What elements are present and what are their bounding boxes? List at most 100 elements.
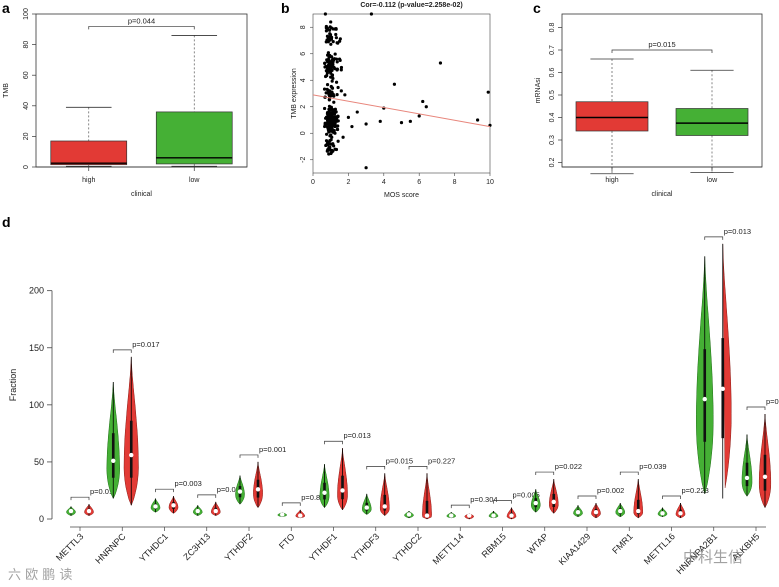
pvalue-label: p=0.005	[513, 491, 540, 500]
scatter-point	[335, 92, 339, 97]
scatter-point	[335, 68, 339, 72]
scatter-point	[476, 118, 480, 122]
pvalue-bracket	[493, 500, 512, 504]
y-tick-label: 0.6	[549, 68, 556, 78]
x-tick-label: 10	[486, 179, 494, 186]
pvalue-label: p=0.017	[132, 340, 159, 349]
x-tick-label: RBM15	[480, 531, 508, 559]
scatter-point	[322, 87, 327, 91]
y-tick-label: 80	[23, 41, 30, 49]
violin-median-dot	[322, 490, 327, 495]
pvalue-label: p=0.022	[555, 462, 582, 471]
scatter-point	[326, 51, 331, 55]
x-tick-label: low	[189, 177, 200, 184]
pvalue-label: p=0.015	[386, 456, 413, 465]
x-tick-label: METTL3	[54, 531, 85, 562]
x-tick-label: 2	[346, 179, 350, 186]
x-tick-label: 4	[382, 179, 386, 186]
y-tick-label: 4	[300, 78, 307, 82]
x-tick-label: 6	[417, 179, 421, 186]
violin-median-dot	[551, 499, 556, 505]
pvalue-label: p=0.227	[428, 456, 455, 465]
watermark-left: 六 欧 鹏 读	[8, 568, 73, 583]
scatter-point	[339, 68, 343, 72]
pvalue-bracket	[619, 471, 639, 476]
pvalue-bracket	[155, 488, 174, 493]
panel-b-scatter: Cor=-0.112 (p-value=2.258e-02) -2 0 2 4 6 8 0 2 4…	[291, 2, 494, 199]
y-tick-label: 0.2	[549, 158, 556, 168]
scatter-point	[438, 61, 443, 65]
x-tick-label: YTHDF2	[223, 531, 255, 563]
violin-median-dot	[762, 474, 768, 479]
y-tick-label: 0	[23, 165, 30, 169]
pvalue-label: p=0.013	[344, 431, 371, 440]
scatter-point	[326, 36, 330, 40]
scatter-point	[327, 152, 331, 156]
scatter-point	[424, 105, 428, 109]
violin-median-dot	[491, 513, 496, 518]
pvalue-label: p=0.039	[217, 485, 244, 494]
violin-median-dot	[171, 503, 176, 508]
pvalue-label: p=0.001	[259, 445, 286, 454]
scatter-point	[324, 29, 329, 33]
chart-title: Cor=-0.112 (p-value=2.258e-02)	[360, 2, 462, 9]
scatter-point	[327, 28, 332, 32]
scatter-point	[328, 68, 332, 72]
scatter-point	[323, 124, 327, 129]
pvalue-bracket	[662, 495, 681, 500]
y-tick-label: 8	[300, 25, 307, 29]
scatter-point	[335, 41, 339, 45]
pvalue-bracket	[281, 502, 301, 506]
box-high	[575, 101, 649, 132]
plot-frame	[561, 13, 763, 168]
x-tick-label: 8	[453, 179, 457, 186]
scatter-point	[417, 114, 421, 118]
scatter-point	[364, 166, 368, 170]
y-tick-label: 100	[23, 8, 30, 20]
scatter-point	[334, 27, 338, 31]
pvalue-bracket	[450, 504, 470, 509]
pvalue-bracket	[112, 349, 132, 353]
pvalue-bracket	[577, 495, 597, 500]
scatter-point	[335, 60, 339, 64]
y-tick-label: 200	[29, 286, 44, 296]
scatter-point	[339, 65, 344, 70]
violin-body	[722, 243, 732, 488]
y-tick-label: 0	[39, 514, 44, 524]
scatter-point	[323, 121, 327, 125]
scatter-point	[355, 110, 359, 114]
violin-median-dot	[533, 500, 538, 506]
scatter-point	[338, 58, 342, 62]
scatter-point	[329, 35, 333, 39]
scatter-point	[364, 122, 368, 126]
scatter-point	[329, 118, 333, 122]
violin-iqr-box	[341, 475, 344, 500]
watermark-right: 中科生信	[683, 548, 744, 566]
scatter-point	[392, 82, 397, 86]
pvalue-label: p=0.044	[128, 16, 155, 25]
scatter-point	[326, 148, 330, 152]
scatter-point	[330, 86, 335, 90]
violin-median-dot	[618, 508, 623, 514]
violin-median-dot	[382, 504, 387, 509]
x-tick-label: low	[707, 177, 718, 184]
scatter-point	[330, 79, 334, 83]
pvalue-label: p=0.304	[470, 495, 497, 504]
pvalue-label: p=0.039	[639, 462, 666, 471]
scatter-point	[336, 139, 340, 143]
y-axis-title: TMB	[3, 83, 10, 98]
panel-label-c: c	[533, 0, 541, 16]
scatter-point	[326, 123, 331, 127]
violin-median-dot	[636, 508, 641, 514]
scatter-point	[334, 57, 339, 61]
scatter-point	[408, 119, 412, 123]
x-axis-title: clinical	[651, 191, 672, 198]
scatter-point	[328, 139, 332, 143]
violin-iqr-box	[111, 433, 115, 478]
pvalue-bracket	[324, 440, 343, 445]
scatter-point	[328, 33, 333, 37]
scatter-point	[329, 42, 333, 46]
x-tick-label: high	[82, 177, 95, 184]
violin-iqr-box	[745, 462, 749, 487]
y-tick-label: 0.3	[549, 135, 556, 145]
